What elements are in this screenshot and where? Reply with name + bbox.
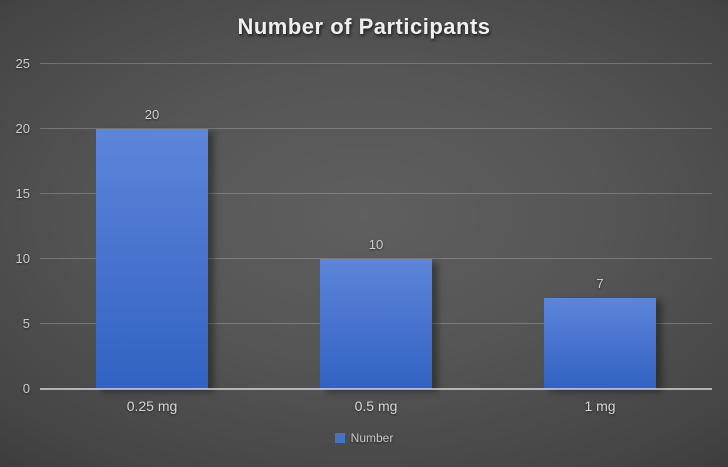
gridline <box>40 128 712 129</box>
bar <box>544 298 656 389</box>
gridline <box>40 193 712 194</box>
x-axis-label: 0.25 mg <box>126 398 178 414</box>
bar <box>320 259 432 389</box>
legend-label: Number <box>350 431 394 445</box>
x-axis-label: 0.5 mg <box>354 398 398 414</box>
legend-swatch-icon <box>334 433 345 443</box>
chart-title: Number of Participants <box>237 14 491 39</box>
bar <box>96 129 208 389</box>
bar-value-label: 20 <box>144 107 160 122</box>
y-axis-tick-label: 25 <box>15 56 30 71</box>
bar-value-label: 10 <box>368 237 384 252</box>
gridline <box>40 63 712 64</box>
bar-series: 20 10 7 <box>40 64 712 389</box>
x-axis: 0.25 mg 0.5 mg 1 mg <box>40 398 712 414</box>
y-axis-tick-label: 0 <box>22 381 30 396</box>
bar-slot: 20 <box>40 64 264 389</box>
x-axis-line <box>40 388 712 390</box>
legend: Number <box>0 431 728 445</box>
y-axis-tick-label: 20 <box>15 121 30 136</box>
y-axis: 0 5 10 15 20 25 <box>0 56 32 396</box>
bar-value-label: 7 <box>596 276 604 291</box>
bar-slot: 7 <box>488 64 712 389</box>
y-axis-tick-label: 5 <box>22 316 30 331</box>
y-axis-tick-label: 10 <box>15 251 30 266</box>
y-axis-tick-label: 15 <box>15 186 30 201</box>
bar-slot: 10 <box>264 64 488 389</box>
plot-area: 20 10 7 <box>40 63 712 390</box>
gridline <box>40 258 712 259</box>
x-axis-label: 1 mg <box>584 398 616 414</box>
